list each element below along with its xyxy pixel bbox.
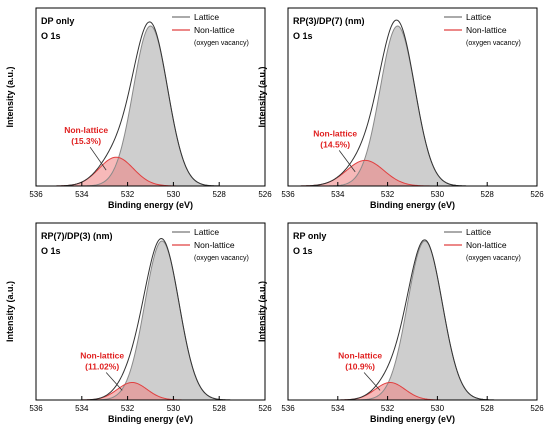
peak-label: O 1s [41,246,61,256]
x-tick-label: 532 [381,404,395,413]
chart-panel-1: 536 534 532 530 528 526 Binding energy (eV) Int… [5,7,272,210]
x-tick-label: 534 [331,190,345,199]
annotation-label: Non-lattice [338,351,382,361]
x-tick-label: 530 [167,404,181,413]
plot-frame [287,7,538,187]
x-tick-label: 536 [281,404,295,413]
x-tick-label: 536 [29,190,43,199]
x-tick-label: 536 [281,190,295,199]
x-tick-label: 526 [258,404,272,413]
x-tick-label: 532 [121,190,135,199]
lattice-area [288,26,537,186]
y-axis-label: Intensity (a.u.) [5,66,15,127]
annotation-arrow [363,372,381,391]
plot-frame [35,222,266,401]
legend-nonlattice-label: Non-lattice [194,240,235,250]
chart-panel-3: 536 534 532 530 528 526 Binding energy (eV) Int… [5,222,272,424]
x-axis-label: Binding energy (eV) [370,414,455,424]
annotation-label: Non-lattice [80,351,124,361]
legend-lattice-label: Lattice [194,227,219,237]
peak-label: O 1s [41,31,61,41]
x-axis-label: Binding energy (eV) [108,414,193,424]
nonlattice-line [288,382,537,400]
y-axis-label: Intensity (a.u.) [5,281,15,342]
x-tick-label: 530 [431,190,445,199]
lattice-area [36,26,265,186]
plot-area [288,239,537,400]
x-tick-label: 528 [481,404,495,413]
panel-title: DP only [41,16,74,26]
legend-vacancy-label: (oxygen vacancy) [466,40,521,47]
lattice-area [288,241,537,400]
x-axis-label: Binding energy (eV) [108,200,193,210]
x-tick-label: 526 [530,404,544,413]
envelope-line [288,19,537,186]
x-tick-label: 530 [431,404,445,413]
x-tick-label: 536 [29,404,43,413]
chart-panel-2: 536 534 532 530 528 526 Binding energy (eV) Int… [257,7,544,210]
x-tick-label: 526 [258,190,272,199]
annotation-arrow [105,372,123,391]
x-tick-label: 534 [75,190,89,199]
panel-title: RP(7)/DP(3) (nm) [41,231,113,241]
annotation-percent: (11.02%) [85,362,119,372]
annotation-percent: (10.9%) [345,362,375,372]
plot-frame [287,222,538,401]
legend-nonlattice-label: Non-lattice [466,240,507,250]
annotation-label: Non-lattice [64,125,108,135]
legend-vacancy-label: (oxygen vacancy) [466,255,521,262]
legend-nonlattice-label: Non-lattice [466,25,507,35]
lattice-area [36,241,265,400]
x-tick-label: 528 [213,404,227,413]
panel-title: RP only [293,231,326,241]
peak-label: O 1s [293,31,313,41]
legend-vacancy-label: (oxygen vacancy) [194,40,249,47]
x-tick-label: 530 [167,190,181,199]
annotation-arrow [338,150,356,173]
nonlattice-area [288,382,537,400]
annotation-percent: (14.5%) [320,139,350,149]
annotation-arrow [89,146,107,171]
chart-panel-4: 536 534 532 530 528 526 Binding energy (eV) Int… [257,222,544,424]
x-axis-label: Binding energy (eV) [370,200,455,210]
nonlattice-area [288,160,537,186]
legend-lattice-label: Lattice [466,227,491,237]
y-axis-label: Intensity (a.u.) [257,66,267,127]
nonlattice-area [36,382,265,400]
x-tick-label: 532 [121,404,135,413]
annotation-label: Non-lattice [313,128,357,138]
x-tick-label: 534 [75,404,89,413]
legend-nonlattice-label: Non-lattice [194,25,235,35]
x-tick-label: 528 [481,190,495,199]
peak-label: O 1s [293,246,313,256]
plot-frame [35,7,266,187]
plot-area [36,238,265,400]
y-axis-label: Intensity (a.u.) [257,281,267,342]
panel-title: RP(3)/DP(7) (nm) [293,16,365,26]
x-tick-label: 534 [331,404,345,413]
legend-vacancy-label: (oxygen vacancy) [194,255,249,262]
annotation-percent: (15.3%) [71,136,101,146]
legend-lattice-label: Lattice [194,12,219,22]
nonlattice-area [36,157,265,186]
x-tick-label: 532 [381,190,395,199]
x-tick-label: 528 [213,190,227,199]
legend-lattice-label: Lattice [466,12,491,22]
x-tick-label: 526 [530,190,544,199]
